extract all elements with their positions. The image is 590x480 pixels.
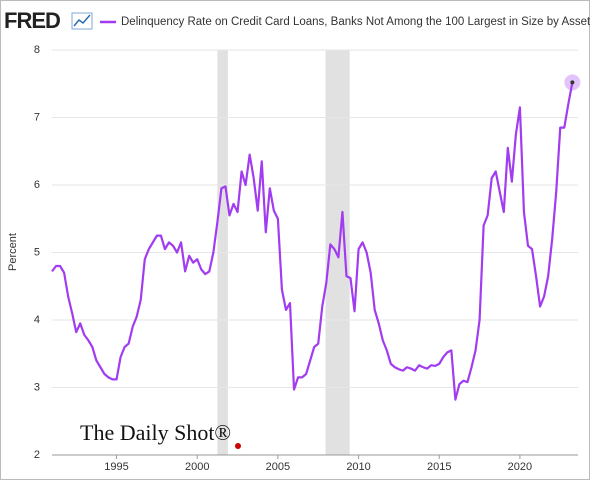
watermark-dot (235, 443, 241, 449)
x-tick-label: 2010 (346, 461, 370, 473)
y-tick-label: 4 (34, 314, 40, 326)
plot-area: 2 3 4 5 6 7 8 1995 2000 2005 2010 2015 2020 (34, 44, 581, 473)
x-tick-label: 1995 (104, 461, 128, 473)
legend-label: Delinquency Rate on Credit Card Loans, B… (121, 16, 590, 28)
y-tick-label: 6 (34, 179, 40, 191)
y-tick-label: 2 (34, 449, 40, 461)
y-tick-label: 5 (34, 246, 40, 258)
x-tick-label: 2020 (508, 461, 532, 473)
y-tick-label: 7 (34, 111, 40, 123)
series-line (51, 82, 574, 401)
x-tick-label: 2015 (427, 461, 451, 473)
y-axis-label: Percent (7, 233, 19, 271)
fred-logo: FRED (4, 8, 60, 33)
fred-icon (71, 12, 93, 30)
x-tick-label: 2000 (185, 461, 209, 473)
y-tick-label: 3 (34, 381, 40, 393)
x-tick-label: 2005 (266, 461, 290, 473)
watermark: The Daily Shot® (80, 420, 231, 445)
y-tick-label: 8 (34, 44, 40, 56)
last-point (570, 80, 575, 85)
